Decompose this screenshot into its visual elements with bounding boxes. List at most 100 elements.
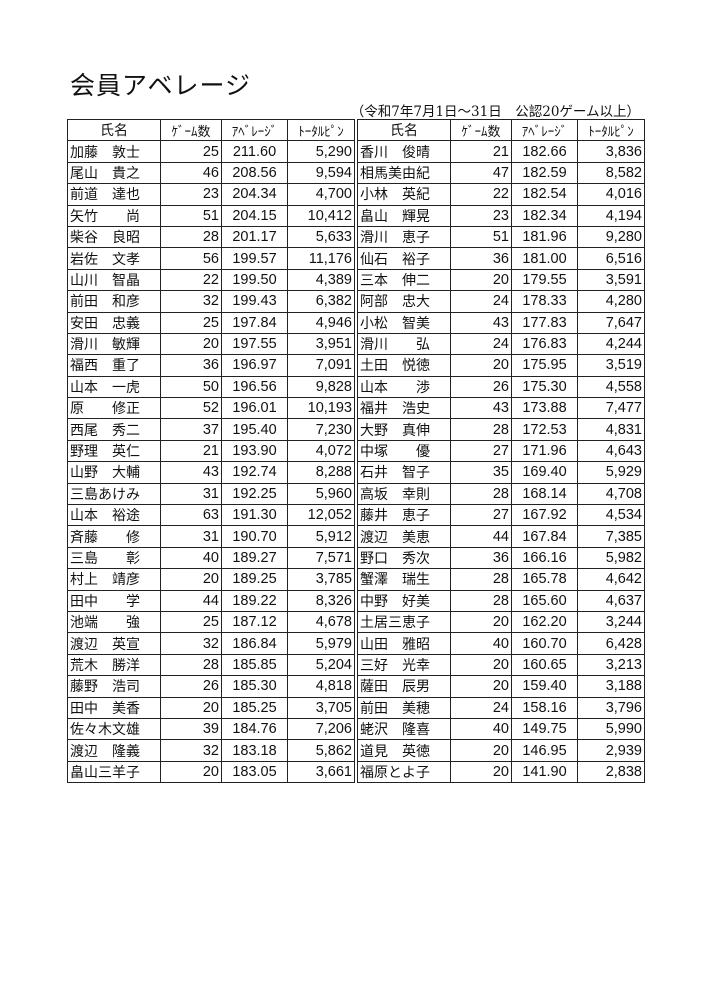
total-pins: 6,428	[577, 632, 645, 655]
total-pins: 10,193	[287, 397, 357, 420]
header-games: ｹﾞｰﾑ数	[160, 118, 222, 142]
total-pins: 3,796	[577, 696, 645, 719]
average-score: 199.43	[221, 290, 288, 313]
header-average: ｱﾍﾞﾚｰｼﾞ	[511, 118, 578, 142]
average-score: 165.78	[511, 568, 578, 591]
games-count: 50	[160, 375, 222, 399]
average-score: 199.57	[221, 247, 288, 270]
member-name: 山野 大輔	[67, 461, 161, 484]
total-pins: 4,700	[287, 183, 357, 206]
table-row: 渡辺 隆義 32 183.18 5,862 道見 英徳 20 146.95 2,939	[67, 739, 645, 762]
average-score: 181.96	[511, 225, 578, 249]
total-pins: 4,280	[577, 290, 645, 313]
average-score: 199.50	[221, 268, 288, 292]
total-pins: 3,213	[577, 653, 645, 677]
table-row: 渡辺 英宣 32 186.84 5,979 山田 雅昭 40 160.70 6,428	[67, 632, 645, 655]
member-name: 前田 和彦	[67, 290, 161, 313]
games-count: 24	[450, 332, 512, 356]
games-count: 24	[450, 696, 512, 719]
average-score: 175.95	[511, 354, 578, 377]
total-pins: 8,288	[287, 461, 357, 484]
total-pins: 5,862	[287, 739, 357, 762]
table-row: 藤野 浩司 26 185.30 4,818 薩田 辰男 20 159.40 3,188	[67, 675, 645, 698]
total-pins: 3,661	[287, 760, 357, 784]
average-score: 189.27	[221, 546, 288, 570]
games-count: 22	[450, 183, 512, 206]
average-score: 183.18	[221, 739, 288, 762]
games-count: 63	[160, 504, 222, 527]
total-pins: 5,929	[577, 461, 645, 484]
member-name: 道見 英徳	[354, 739, 451, 762]
member-name: 高坂 幸則	[354, 482, 451, 506]
average-score: 167.84	[511, 525, 578, 548]
member-name: 畠山三羊子	[67, 760, 161, 784]
member-name: 荒木 勝洋	[67, 653, 161, 677]
games-count: 32	[160, 739, 222, 762]
games-count: 28	[160, 225, 222, 249]
member-name: 加藤 敦士	[67, 140, 161, 163]
total-pins: 7,477	[577, 397, 645, 420]
total-pins: 3,519	[577, 354, 645, 377]
total-pins: 4,642	[577, 568, 645, 591]
games-count: 24	[450, 290, 512, 313]
total-pins: 4,558	[577, 375, 645, 399]
games-count: 46	[160, 161, 222, 185]
member-name: 山川 智晶	[67, 268, 161, 292]
total-pins: 3,951	[287, 332, 357, 356]
games-count: 36	[160, 354, 222, 377]
total-pins: 4,194	[577, 204, 645, 227]
games-count: 31	[160, 525, 222, 548]
member-name: 大野 真伸	[354, 418, 451, 441]
games-count: 22	[160, 268, 222, 292]
average-score: 160.65	[511, 653, 578, 677]
average-score: 175.30	[511, 375, 578, 399]
page-title: 会員アベレージ	[70, 71, 252, 100]
total-pins: 4,708	[577, 482, 645, 506]
games-count: 20	[450, 760, 512, 784]
games-count: 20	[160, 332, 222, 356]
table-row: 山川 智晶 22 199.50 4,389 三本 伸二 20 179.55 3,591	[67, 268, 645, 292]
average-score: 173.88	[511, 397, 578, 420]
average-score: 182.66	[511, 140, 578, 163]
average-score: 191.30	[221, 504, 288, 527]
member-name: 土居三恵子	[354, 610, 451, 634]
table-row: 矢竹 尚 51 204.15 10,412 畠山 輝晃 23 182.34 4,194	[67, 204, 645, 227]
games-count: 28	[160, 653, 222, 677]
total-pins: 7,571	[287, 546, 357, 570]
table-row: 三島あけみ 31 192.25 5,960 高坂 幸則 28 168.14 4,708	[67, 482, 645, 506]
average-score: 187.12	[221, 610, 288, 634]
member-name: 畠山 輝晃	[354, 204, 451, 227]
member-name: 滑川 敏輝	[67, 332, 161, 356]
total-pins: 4,831	[577, 418, 645, 441]
average-score: 192.25	[221, 482, 288, 506]
games-count: 25	[160, 610, 222, 634]
games-count: 28	[450, 589, 512, 612]
average-score: 190.70	[221, 525, 288, 548]
member-name: 小林 英紀	[354, 183, 451, 206]
games-count: 20	[160, 696, 222, 719]
total-pins: 3,244	[577, 610, 645, 634]
total-pins: 7,230	[287, 418, 357, 441]
games-count: 20	[450, 675, 512, 698]
table-row: 畠山三羊子 20 183.05 3,661 福原とよ子 20 141.90 2,838	[67, 760, 645, 784]
total-pins: 4,946	[287, 311, 357, 334]
member-name: 中塚 優	[354, 439, 451, 463]
games-count: 21	[450, 140, 512, 163]
average-score: 196.97	[221, 354, 288, 377]
average-score: 193.90	[221, 439, 288, 463]
table-row: 加藤 敦士 25 211.60 5,290 香川 俊晴 21 182.66 3,836	[67, 140, 645, 163]
total-pins: 9,594	[287, 161, 357, 185]
total-pins: 4,244	[577, 332, 645, 356]
average-score: 166.16	[511, 546, 578, 570]
total-pins: 10,412	[287, 204, 357, 227]
average-score: 146.95	[511, 739, 578, 762]
average-score: 182.34	[511, 204, 578, 227]
average-score: 181.00	[511, 247, 578, 270]
table-row: 田中 学 44 189.22 8,326 中野 好美 28 165.60 4,637	[67, 589, 645, 612]
member-name: 福井 浩史	[354, 397, 451, 420]
games-count: 27	[450, 439, 512, 463]
average-score: 196.01	[221, 397, 288, 420]
total-pins: 4,389	[287, 268, 357, 292]
average-score: 169.40	[511, 461, 578, 484]
table-row: 安田 忠義 25 197.84 4,946 小松 智美 43 177.83 7,647	[67, 311, 645, 334]
